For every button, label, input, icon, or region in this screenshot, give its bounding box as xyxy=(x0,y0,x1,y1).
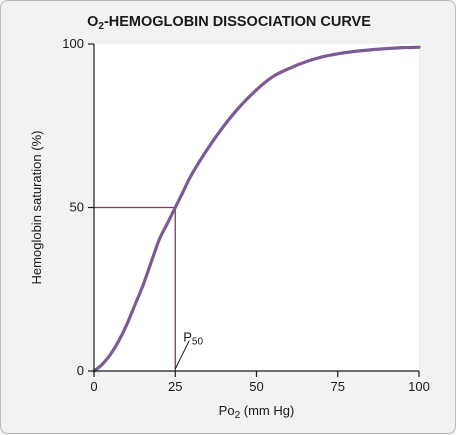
title-prefix-sub: 2 xyxy=(98,21,104,32)
y-axis-label: Hemoglobin saturation (%) xyxy=(29,131,44,285)
x-axis-label: Po2 (mm Hg) xyxy=(219,403,295,421)
title-prefix: O xyxy=(87,14,98,30)
p50-sub: 50 xyxy=(192,337,204,348)
reference-lines xyxy=(94,206,190,371)
x-tick-label: 50 xyxy=(249,379,263,394)
xlabel-post: (mm Hg) xyxy=(240,403,294,418)
p50-leader-line xyxy=(174,340,190,370)
x-tick-label: 0 xyxy=(90,379,97,394)
dissociation-curve xyxy=(92,45,421,373)
ticks: 0 25 50 75 100 0 50 100 xyxy=(62,36,430,394)
x-tick-label: 25 xyxy=(168,379,182,394)
xlabel-sub: 2 xyxy=(235,410,241,421)
x-tick-label: 75 xyxy=(331,379,345,394)
y-tick-label: 100 xyxy=(62,36,84,51)
xlabel-pre: Po xyxy=(219,403,235,418)
title-main: -HEMOGLOBIN DISSOCIATION CURVE xyxy=(104,14,371,30)
p50-annotation: P50 xyxy=(183,330,203,348)
x-tick-label: 100 xyxy=(408,379,430,394)
chart-title: O2-HEMOGLOBIN DISSOCIATION CURVE xyxy=(87,14,371,32)
p50-pre: P xyxy=(183,330,192,345)
y-tick-label: 0 xyxy=(77,363,84,378)
y-tick-label: 50 xyxy=(70,200,84,215)
